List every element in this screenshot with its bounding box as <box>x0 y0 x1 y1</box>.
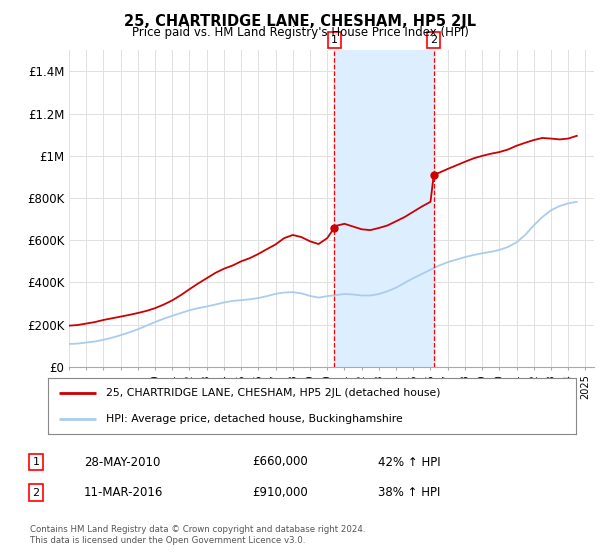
Text: 2: 2 <box>32 488 40 498</box>
Bar <box>334 50 434 367</box>
Text: Price paid vs. HM Land Registry's House Price Index (HPI): Price paid vs. HM Land Registry's House … <box>131 26 469 39</box>
Text: 28-MAY-2010: 28-MAY-2010 <box>84 455 160 469</box>
Text: £660,000: £660,000 <box>252 455 308 469</box>
Text: 42% ↑ HPI: 42% ↑ HPI <box>378 455 440 469</box>
Text: 1: 1 <box>32 457 40 467</box>
Text: HPI: Average price, detached house, Buckinghamshire: HPI: Average price, detached house, Buck… <box>106 414 403 424</box>
Text: 38% ↑ HPI: 38% ↑ HPI <box>378 486 440 500</box>
Text: 25, CHARTRIDGE LANE, CHESHAM, HP5 2JL: 25, CHARTRIDGE LANE, CHESHAM, HP5 2JL <box>124 14 476 29</box>
Text: 25, CHARTRIDGE LANE, CHESHAM, HP5 2JL (detached house): 25, CHARTRIDGE LANE, CHESHAM, HP5 2JL (d… <box>106 388 440 398</box>
Text: 11-MAR-2016: 11-MAR-2016 <box>84 486 163 500</box>
Text: Contains HM Land Registry data © Crown copyright and database right 2024.
This d: Contains HM Land Registry data © Crown c… <box>30 525 365 545</box>
Text: 2: 2 <box>430 35 437 45</box>
Text: £910,000: £910,000 <box>252 486 308 500</box>
Text: 1: 1 <box>331 35 338 45</box>
